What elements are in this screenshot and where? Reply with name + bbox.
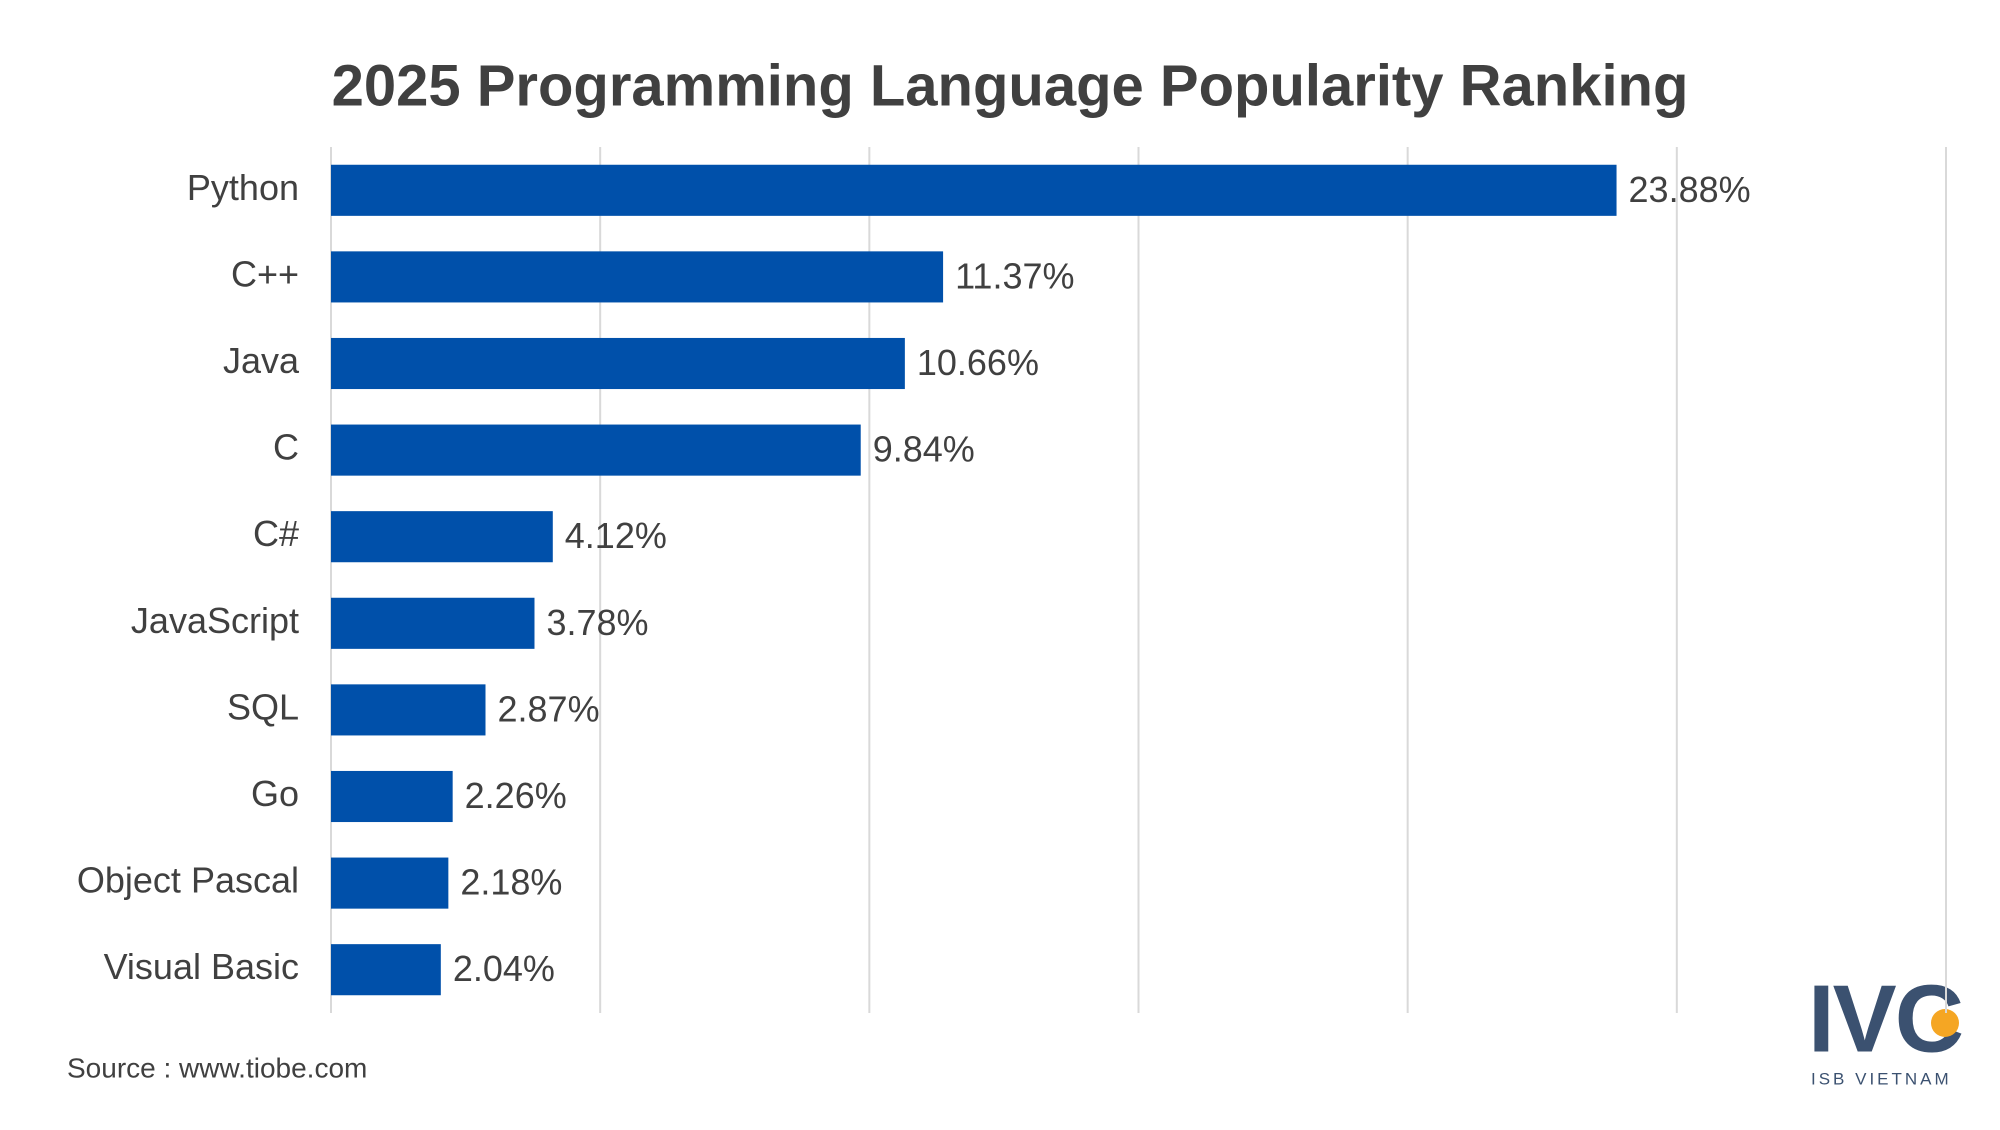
y-tick-label: C# (253, 513, 299, 554)
bar (331, 770, 453, 823)
bar (331, 944, 441, 996)
data-label: 9.84% (873, 429, 975, 470)
bar (331, 684, 486, 736)
source-note: Source : www.tiobe.com (67, 1052, 367, 1083)
y-tick-label: Visual Basic (104, 946, 299, 987)
chart-title: 2025 Programming Language Popularity Ran… (332, 53, 1689, 118)
data-label: 11.37% (955, 255, 1074, 296)
bar (331, 424, 861, 476)
bar (331, 857, 449, 909)
data-label: 2.87% (498, 688, 600, 729)
y-tick-label: Go (251, 773, 299, 814)
data-label: 2.18% (460, 862, 562, 903)
y-tick-label: Java (223, 340, 300, 381)
data-label: 10.66% (917, 342, 1039, 383)
bar (331, 511, 553, 563)
y-tick-label: Python (187, 167, 299, 208)
y-tick-label: C (273, 427, 299, 468)
data-label: 4.12% (565, 515, 667, 556)
bar (331, 251, 944, 303)
y-tick-label: C++ (231, 253, 299, 294)
data-label: 2.04% (453, 948, 555, 989)
bar (331, 164, 1617, 216)
y-tick-label: Object Pascal (77, 860, 299, 901)
y-tick-label: SQL (227, 686, 299, 727)
logo-subtext: ISB VIETNAM (1811, 1069, 1952, 1088)
data-label: 23.88% (1629, 169, 1751, 210)
data-label: 3.78% (546, 602, 648, 643)
bar (331, 337, 905, 390)
y-tick-label: JavaScript (131, 600, 299, 641)
bar (331, 597, 535, 649)
data-label: 2.26% (465, 775, 567, 816)
logo-dot (1931, 1009, 1959, 1037)
